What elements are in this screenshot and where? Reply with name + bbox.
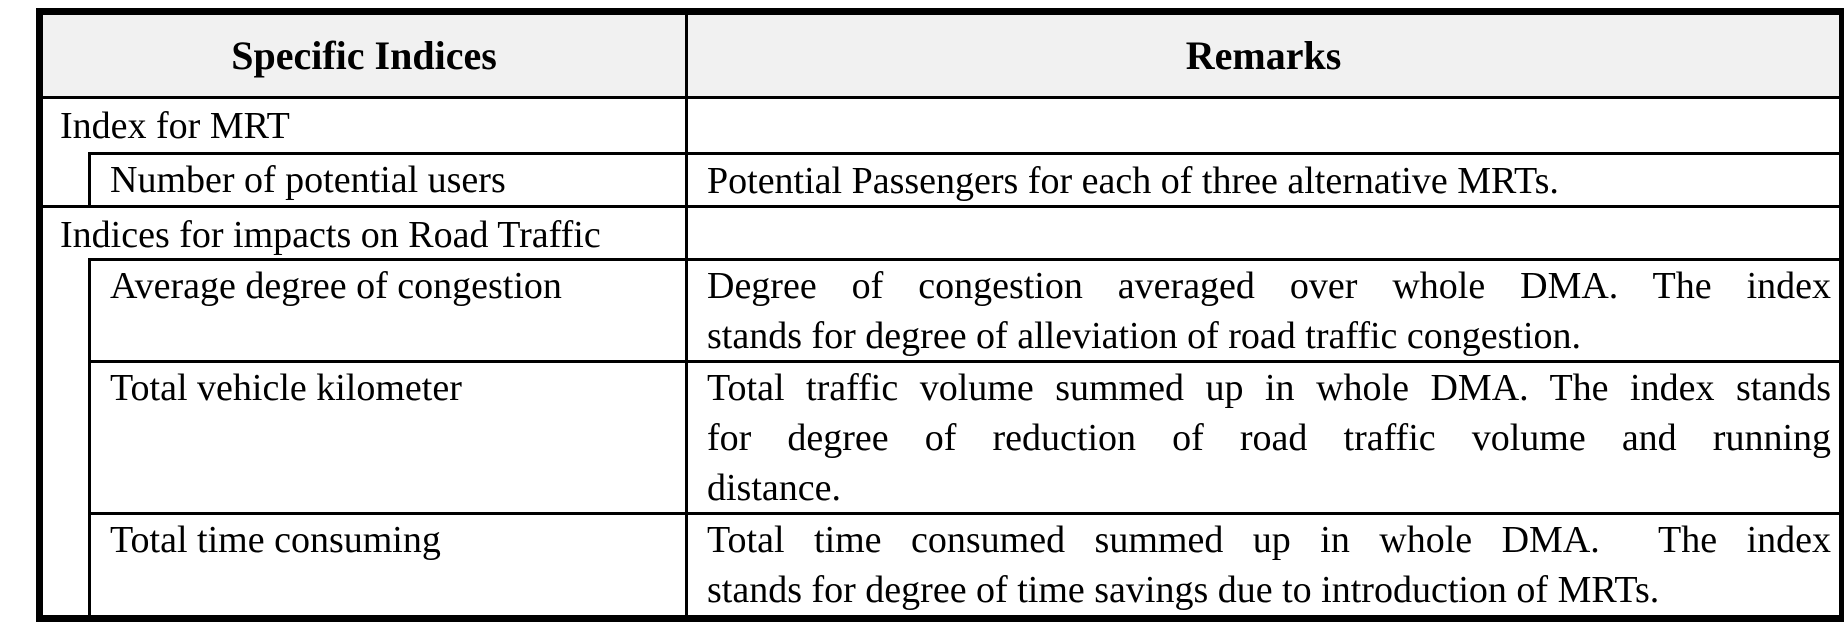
row-index-for-mrt: Index for MRT xyxy=(43,99,1839,152)
label-average-degree-of-congestion: Average degree of congestion xyxy=(110,265,562,307)
remark-line: Total time consumed summed up in whole D… xyxy=(707,519,1831,561)
remark-line: for degree of reduction of road traffic … xyxy=(707,417,1831,459)
remark-line: stands for degree of time savings due to… xyxy=(707,569,1660,611)
cell-remark-indices-for-impacts xyxy=(688,208,1839,258)
cell-label-total-vehicle-kilometer: Total vehicle kilometer xyxy=(43,360,688,512)
remark-average-degree-of-congestion: Degree of congestion averaged over whole… xyxy=(688,261,1839,360)
label-number-of-potential-users: Number of potential users xyxy=(110,159,506,201)
row-indices-for-impacts-on-road-traffic: Indices for impacts on Road Traffic xyxy=(43,205,1839,258)
cell-label-total-time-consuming: Total time consuming xyxy=(43,512,688,615)
label-indices-for-impacts: Indices for impacts on Road Traffic xyxy=(60,214,601,256)
indent-strip xyxy=(43,258,88,360)
label-total-vehicle-kilometer: Total vehicle kilometer xyxy=(110,367,462,409)
row-total-time-consuming: Total time consuming Total time consumed… xyxy=(43,512,1839,615)
remark-line: distance. xyxy=(707,467,842,509)
cell-label-index-for-mrt: Index for MRT xyxy=(43,99,688,152)
cell-label-indices-for-impacts: Indices for impacts on Road Traffic xyxy=(43,208,688,258)
indices-table: Specific Indices Remarks Index for MRT N… xyxy=(36,8,1844,622)
remark-line: Total traffic volume summed up in whole … xyxy=(707,367,1831,409)
indent-strip xyxy=(43,152,88,205)
header-cell-remarks: Remarks xyxy=(688,15,1839,96)
remark-number-of-potential-users: Potential Passengers for each of three a… xyxy=(688,155,1839,205)
header-cell-specific-indices: Specific Indices xyxy=(43,15,688,96)
subcell-number-of-potential-users: Number of potential users xyxy=(88,152,685,205)
cell-label-average-degree-of-congestion: Average degree of congestion xyxy=(43,258,688,360)
row-average-degree-of-congestion: Average degree of congestion Degree of c… xyxy=(43,258,1839,360)
cell-label-number-of-potential-users: Number of potential users xyxy=(43,152,688,205)
cell-remark-number-of-potential-users: Potential Passengers for each of three a… xyxy=(688,152,1839,205)
remark-line: stands for degree of alleviation of road… xyxy=(707,315,1582,357)
cell-remark-average-degree-of-congestion: Degree of congestion averaged over whole… xyxy=(688,258,1839,360)
cell-remark-total-time-consuming: Total time consumed summed up in whole D… xyxy=(688,512,1839,615)
label-total-time-consuming: Total time consuming xyxy=(110,519,441,561)
header-row: Specific Indices Remarks xyxy=(43,15,1839,99)
cell-remark-total-vehicle-kilometer: Total traffic volume summed up in whole … xyxy=(688,360,1839,512)
indent-strip xyxy=(43,360,88,512)
remark-line: Degree of congestion averaged over whole… xyxy=(707,265,1831,307)
row-total-vehicle-kilometer: Total vehicle kilometer Total traffic vo… xyxy=(43,360,1839,512)
remark-total-vehicle-kilometer: Total traffic volume summed up in whole … xyxy=(688,363,1839,512)
remark-line: Potential Passengers for each of three a… xyxy=(707,160,1559,202)
header-label-remarks: Remarks xyxy=(1185,32,1342,78)
label-index-for-mrt: Index for MRT xyxy=(60,105,290,147)
header-label-specific-indices: Specific Indices xyxy=(231,32,497,78)
indent-strip xyxy=(43,512,88,615)
row-number-of-potential-users: Number of potential users Potential Pass… xyxy=(43,152,1839,205)
subcell-average-degree-of-congestion: Average degree of congestion xyxy=(88,258,685,360)
subcell-total-vehicle-kilometer: Total vehicle kilometer xyxy=(88,360,685,512)
remark-total-time-consuming: Total time consumed summed up in whole D… xyxy=(688,515,1839,615)
cell-remark-index-for-mrt xyxy=(688,99,1839,152)
subcell-total-time-consuming: Total time consuming xyxy=(88,512,685,615)
